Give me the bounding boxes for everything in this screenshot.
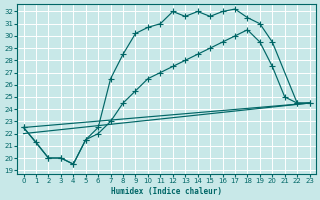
- X-axis label: Humidex (Indice chaleur): Humidex (Indice chaleur): [111, 187, 222, 196]
